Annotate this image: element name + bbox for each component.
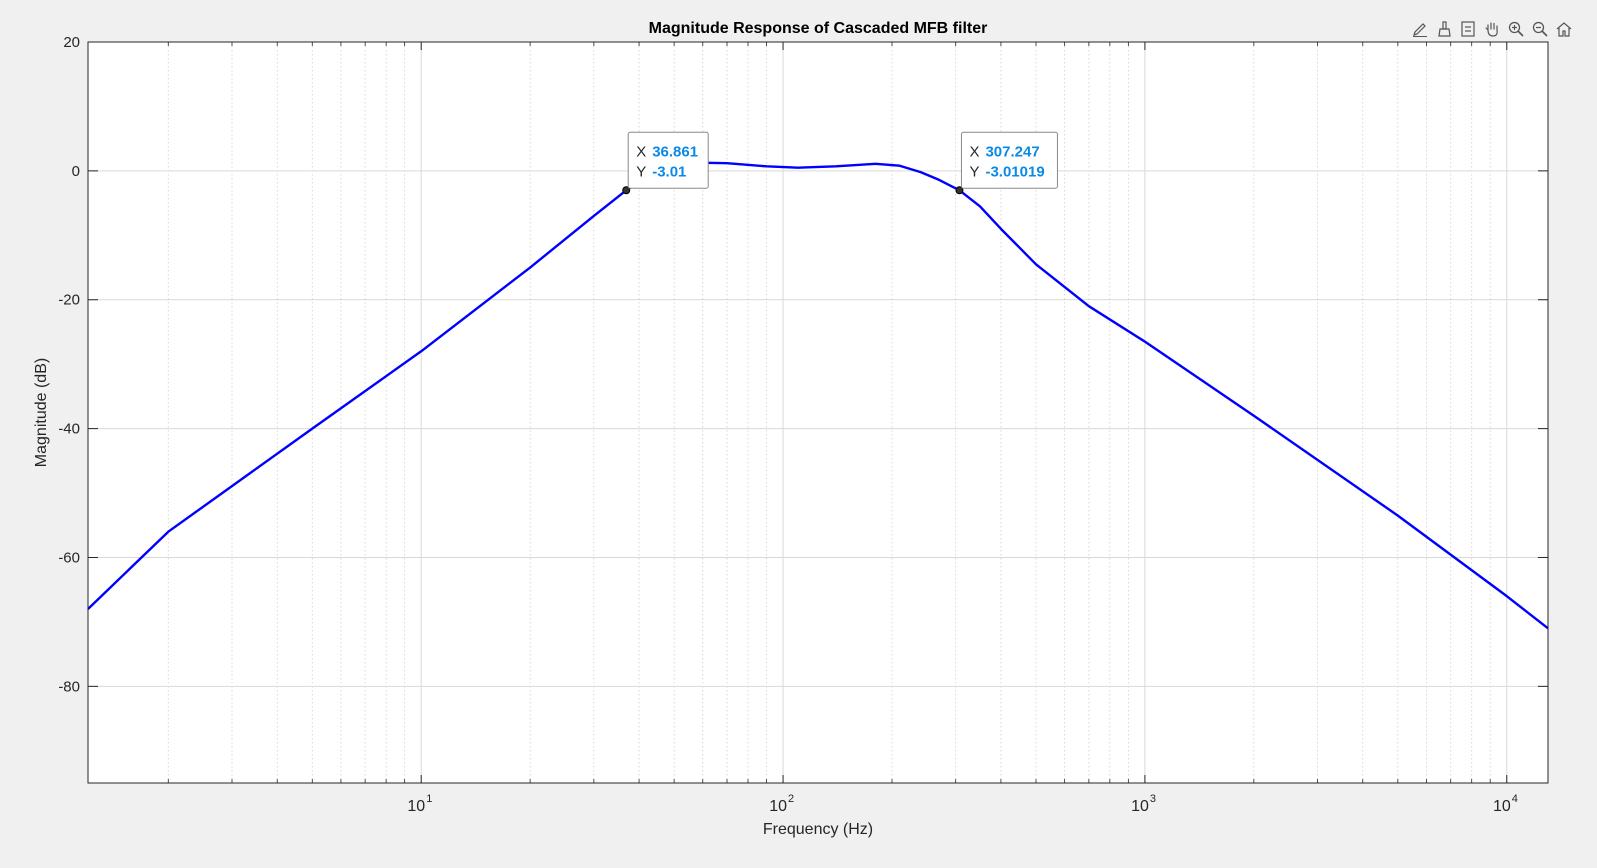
axes-box [87,41,1549,784]
series-line-1[interactable] [87,161,1549,630]
data-tips-button[interactable] [1457,18,1479,40]
datatip-box[interactable] [960,131,1058,189]
x-axis-label: Frequency (Hz) [763,821,873,838]
edit-plot-button[interactable] [1409,18,1431,40]
plot-area [88,42,1548,783]
x-tick-label: 10 [1493,798,1511,815]
datatip-x-value: 36.861 [652,143,698,160]
x-tick-label: 10 [407,798,425,815]
datatip-x-label: X [969,143,979,160]
pan-icon [1485,22,1498,37]
datatip-marker[interactable] [955,186,964,195]
x-tick-label-exponent: 1 [426,793,432,805]
y-tick-label: -20 [58,292,80,309]
brush-button[interactable] [1433,18,1455,40]
y-tick-label: -40 [58,421,80,438]
x-tick-label: 10 [769,798,787,815]
x-tick-label-exponent: 3 [1150,793,1156,805]
y-tick-label: -80 [58,678,80,695]
datatip-y-label: Y [969,163,979,180]
brush-icon [1438,21,1451,37]
y-tick-label: 0 [72,163,80,180]
datatip-y-value: -3.01 [652,163,686,180]
datatip-marker[interactable] [622,186,631,195]
y-tick-label: -60 [58,549,80,566]
edit-plot-icon [1413,23,1427,37]
home-button[interactable] [1553,18,1575,40]
datatip-box[interactable] [627,131,709,189]
zoom-out-icon [1532,21,1548,37]
datatip-x-label: X [636,143,646,160]
zoom-out-button[interactable] [1529,18,1551,40]
datatip-y-label: Y [636,163,646,180]
zoom-in-button[interactable] [1505,18,1527,40]
chart-title: Magnitude Response of Cascaded MFB filte… [649,20,988,37]
home-icon [1556,22,1572,37]
x-tick-label: 10 [1131,798,1149,815]
y-tick-label: 20 [63,34,80,51]
zoom-in-icon [1508,21,1524,37]
data-tips-icon [1461,21,1475,37]
y-axis-label: Magnitude (dB) [33,358,50,467]
x-tick-label-exponent: 4 [1512,793,1518,805]
datatip-y-value: -3.01019 [985,163,1044,180]
datatip-x-value: 307.247 [985,143,1039,160]
axes-toolbar [1409,18,1575,40]
x-tick-label-exponent: 2 [788,793,794,805]
pan-button[interactable] [1481,18,1503,40]
